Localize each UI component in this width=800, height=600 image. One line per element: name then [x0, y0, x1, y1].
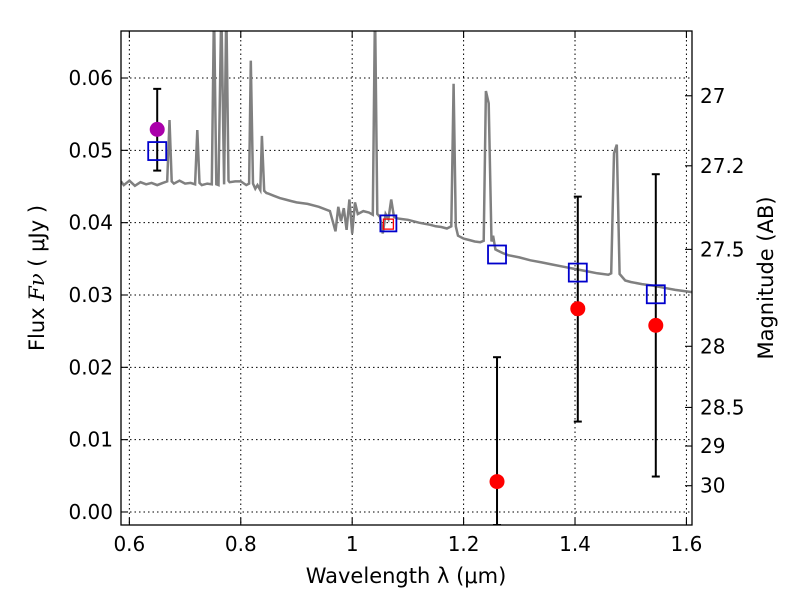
x-tick-label: 0.8 [225, 532, 257, 556]
x-tick-label: 1.4 [559, 532, 591, 556]
label-layer: 0.6 0.8 1 1.2 1.4 1.6 0.00 0.01 0.02 0.03 0.04 0.05… [68, 66, 744, 556]
y-tick-label: 0.04 [68, 211, 113, 235]
tick-layer [121, 31, 692, 525]
y-tick-label: 0.05 [68, 138, 113, 162]
observed-point [149, 121, 165, 137]
x-tick-label: 1 [346, 532, 359, 556]
synthetic-point [147, 141, 168, 161]
synthetic-point [645, 284, 666, 305]
x-tick-label: 1.6 [671, 532, 703, 556]
y-tick-label: 0.01 [68, 428, 113, 452]
model-spectrum-line [121, 31, 692, 294]
y2-tick-label: 28.5 [700, 395, 745, 419]
observed-point [489, 474, 505, 490]
grid-layer [121, 31, 692, 525]
y-tick-label: 0.00 [68, 500, 113, 524]
synthetic-point [567, 262, 588, 283]
y2-tick-label: 30 [700, 474, 725, 498]
plot-frame [120, 30, 693, 526]
observed-point [382, 218, 395, 230]
y2-axis-title: Magnitude (AB) [754, 196, 778, 359]
plot-area [121, 31, 692, 525]
y-axis-title-symbol: Fν [25, 273, 49, 302]
x-tick-label: 1.2 [448, 532, 480, 556]
observed-point [570, 301, 586, 317]
y-tick-label: 0.03 [68, 283, 113, 307]
y2-tick-label: 27.2 [700, 154, 745, 178]
synthetic-point [379, 214, 398, 233]
y-axis-title: Flux Fν ( μJy ) [25, 205, 49, 351]
y-tick-label: 0.02 [68, 355, 113, 379]
observed-photometry-layer [149, 121, 664, 490]
observed-point [648, 317, 664, 333]
y2-tick-label: 29 [700, 434, 725, 458]
synthetic-photometry-layer [147, 141, 666, 305]
y2-tick-label: 28 [700, 334, 725, 358]
x-axis-title: Wavelength λ (μm) [306, 564, 507, 588]
synthetic-point [487, 244, 507, 265]
x-tick-label: 0.6 [113, 532, 145, 556]
y-axis-title-prefix: Flux [25, 301, 49, 351]
y-tick-label: 0.06 [68, 66, 113, 90]
y2-tick-label: 27 [700, 84, 725, 108]
y2-tick-label: 27.5 [700, 237, 745, 261]
y-axis-title-units: ( μJy ) [25, 205, 49, 273]
